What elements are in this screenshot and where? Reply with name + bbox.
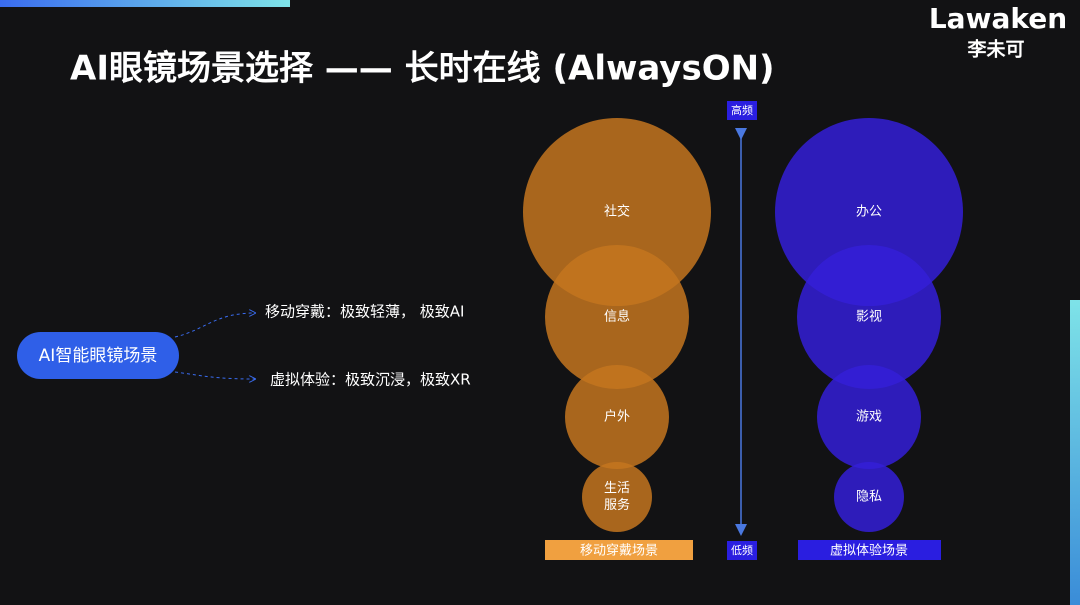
bubble-label: 影视 xyxy=(856,310,882,325)
column-label: 移动穿戴场景 xyxy=(580,543,658,559)
bubble-label: 隐私 xyxy=(856,490,882,505)
bubble-label: 社交 xyxy=(604,204,630,220)
axis-tag xyxy=(727,541,757,560)
column-tag xyxy=(545,540,693,560)
column-tag xyxy=(798,540,941,560)
side-accent xyxy=(1070,300,1080,605)
title: AI眼镜场景选择 —— 长时在线 (AlwaysON) xyxy=(70,49,775,89)
bubble xyxy=(817,365,921,469)
axis-bottom-label: 低频 xyxy=(731,543,753,557)
bubble-label: 户外 xyxy=(604,409,630,425)
axis-tag xyxy=(727,101,757,120)
top-accent xyxy=(0,0,290,7)
bubble xyxy=(834,462,904,532)
logo: Lawaken xyxy=(929,2,1067,35)
axis-top-label: 高频 xyxy=(731,103,753,117)
bubble xyxy=(775,118,963,306)
root-node xyxy=(17,332,179,379)
bubble xyxy=(565,365,669,469)
root-label: AI智能眼镜场景 xyxy=(39,346,158,366)
column-label: 虚拟体验场景 xyxy=(830,543,908,559)
bubble xyxy=(545,245,689,389)
logo-subtitle: 李未可 xyxy=(966,38,1024,61)
branch-label: 移动穿戴：极致轻薄， 极致AI xyxy=(265,303,464,321)
bubble-label: 游戏 xyxy=(856,410,882,425)
bubble-label: 办公 xyxy=(856,205,882,220)
bubble xyxy=(523,118,711,306)
bubble-label: 生活 xyxy=(604,481,630,496)
branch-connector xyxy=(174,371,255,379)
bubble xyxy=(797,245,941,389)
branch-connector xyxy=(174,313,255,338)
branch-label: 虚拟体验：极致沉浸，极致XR xyxy=(270,371,471,389)
bubble-label: 服务 xyxy=(604,497,630,513)
bubble xyxy=(582,462,652,532)
bubble-label: 信息 xyxy=(604,309,630,325)
